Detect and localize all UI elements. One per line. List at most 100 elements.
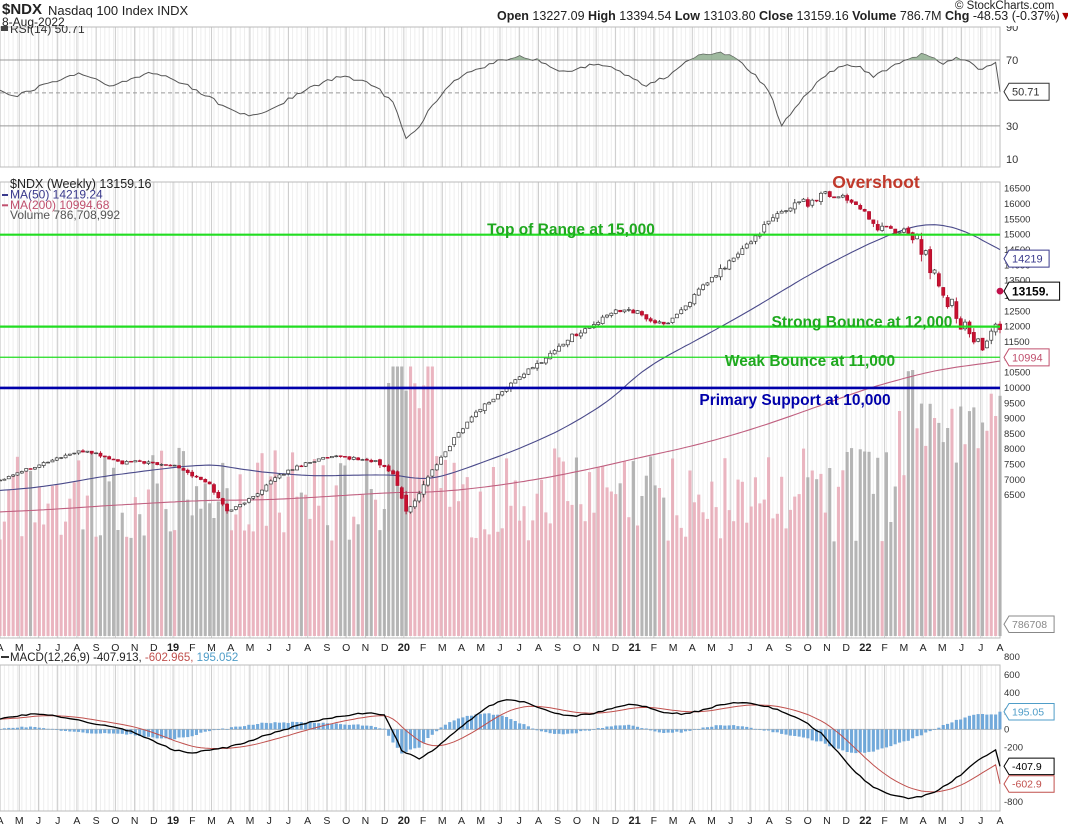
svg-text:0: 0 (1004, 724, 1009, 735)
svg-text:M: M (938, 815, 947, 827)
svg-text:S: S (323, 642, 330, 654)
svg-text:12500: 12500 (1004, 306, 1030, 317)
svg-text:F: F (420, 815, 426, 827)
svg-text:10: 10 (1006, 154, 1018, 166)
svg-text:A: A (73, 815, 80, 827)
svg-text:N: N (592, 815, 600, 827)
svg-text:S: S (554, 642, 561, 654)
svg-text:M: M (246, 642, 255, 654)
svg-text:O: O (111, 815, 119, 827)
svg-text:21: 21 (628, 815, 640, 827)
svg-text:-800: -800 (1004, 797, 1023, 808)
svg-text:8500: 8500 (1004, 429, 1025, 440)
svg-text:11500: 11500 (1004, 337, 1030, 348)
svg-text:Weak Bounce at 11,000: Weak Bounce at 11,000 (725, 353, 895, 370)
svg-text:N: N (131, 815, 139, 827)
svg-text:6500: 6500 (1004, 490, 1025, 501)
svg-text:16000: 16000 (1004, 199, 1030, 210)
svg-text:16500: 16500 (1004, 184, 1030, 195)
svg-text:J: J (517, 642, 522, 654)
svg-text:D: D (150, 815, 158, 827)
svg-text:J: J (959, 642, 964, 654)
svg-text:50.71: 50.71 (1012, 87, 1040, 99)
svg-text:J: J (267, 642, 272, 654)
svg-text:9000: 9000 (1004, 414, 1025, 425)
svg-text:20: 20 (398, 642, 410, 654)
svg-text:A: A (227, 642, 234, 654)
svg-text:19: 19 (167, 642, 179, 654)
svg-text:A: A (996, 642, 1003, 654)
svg-text:-602.9: -602.9 (1012, 779, 1042, 791)
svg-text:J: J (978, 815, 983, 827)
svg-text:10500: 10500 (1004, 368, 1030, 379)
svg-text:M: M (707, 815, 716, 827)
svg-text:A: A (227, 815, 234, 827)
svg-text:-407.9: -407.9 (1012, 761, 1042, 773)
svg-text:J: J (747, 642, 752, 654)
svg-text:N: N (823, 815, 831, 827)
svg-text:14219: 14219 (1012, 254, 1043, 266)
svg-text:M: M (438, 642, 447, 654)
svg-text:J: J (267, 815, 272, 827)
svg-text:7500: 7500 (1004, 460, 1025, 471)
svg-text:S: S (785, 815, 792, 827)
svg-text:S: S (93, 642, 100, 654)
svg-text:D: D (612, 642, 620, 654)
svg-text:F: F (420, 642, 426, 654)
svg-text:J: J (728, 815, 733, 827)
svg-text:A: A (73, 642, 80, 654)
svg-text:O: O (111, 642, 119, 654)
svg-text:D: D (381, 642, 389, 654)
svg-text:21: 21 (628, 642, 640, 654)
svg-text:J: J (55, 815, 60, 827)
svg-text:S: S (554, 815, 561, 827)
svg-text:22: 22 (859, 815, 871, 827)
svg-text:A: A (535, 642, 542, 654)
svg-text:70: 70 (1006, 55, 1018, 67)
svg-text:90: 90 (1006, 22, 1018, 34)
svg-text:A: A (304, 815, 311, 827)
svg-text:M: M (207, 642, 216, 654)
svg-text:M: M (15, 815, 24, 827)
svg-text:30: 30 (1006, 121, 1018, 133)
svg-text:A: A (0, 815, 4, 827)
svg-text:D: D (842, 642, 850, 654)
svg-text:J: J (517, 815, 522, 827)
svg-text:A: A (689, 642, 696, 654)
svg-text:786708: 786708 (1012, 619, 1047, 631)
svg-text:O: O (573, 642, 581, 654)
svg-text:Primary Support at 10,000: Primary Support at 10,000 (699, 392, 890, 409)
svg-text:M: M (669, 815, 678, 827)
svg-text:A: A (0, 642, 4, 654)
svg-text:D: D (612, 815, 620, 827)
svg-text:J: J (959, 815, 964, 827)
svg-text:F: F (651, 815, 657, 827)
svg-text:S: S (785, 642, 792, 654)
svg-text:O: O (573, 815, 581, 827)
svg-text:600: 600 (1004, 670, 1020, 681)
svg-text:22: 22 (859, 642, 871, 654)
svg-text:A: A (766, 642, 773, 654)
svg-text:D: D (842, 815, 850, 827)
svg-text:O: O (342, 815, 350, 827)
svg-text:A: A (458, 815, 465, 827)
svg-text:M: M (476, 815, 485, 827)
svg-text:N: N (362, 642, 370, 654)
svg-text:J: J (55, 642, 60, 654)
svg-text:M: M (15, 642, 24, 654)
svg-text:8000: 8000 (1004, 444, 1025, 455)
svg-text:J: J (286, 815, 291, 827)
svg-text:D: D (381, 815, 389, 827)
svg-text:15000: 15000 (1004, 230, 1030, 241)
svg-text:19: 19 (167, 815, 179, 827)
svg-text:A: A (304, 642, 311, 654)
svg-text:J: J (36, 815, 41, 827)
svg-text:F: F (189, 815, 195, 827)
svg-text:M: M (938, 642, 947, 654)
svg-text:Strong Bounce at 12,000: Strong Bounce at 12,000 (772, 314, 953, 331)
svg-text:MACD(12,26,9) -407.913, -602.9: MACD(12,26,9) -407.913, -602.965, 195.05… (10, 652, 238, 664)
svg-text:A: A (458, 642, 465, 654)
svg-text:J: J (728, 642, 733, 654)
svg-text:N: N (362, 815, 370, 827)
svg-text:A: A (535, 815, 542, 827)
